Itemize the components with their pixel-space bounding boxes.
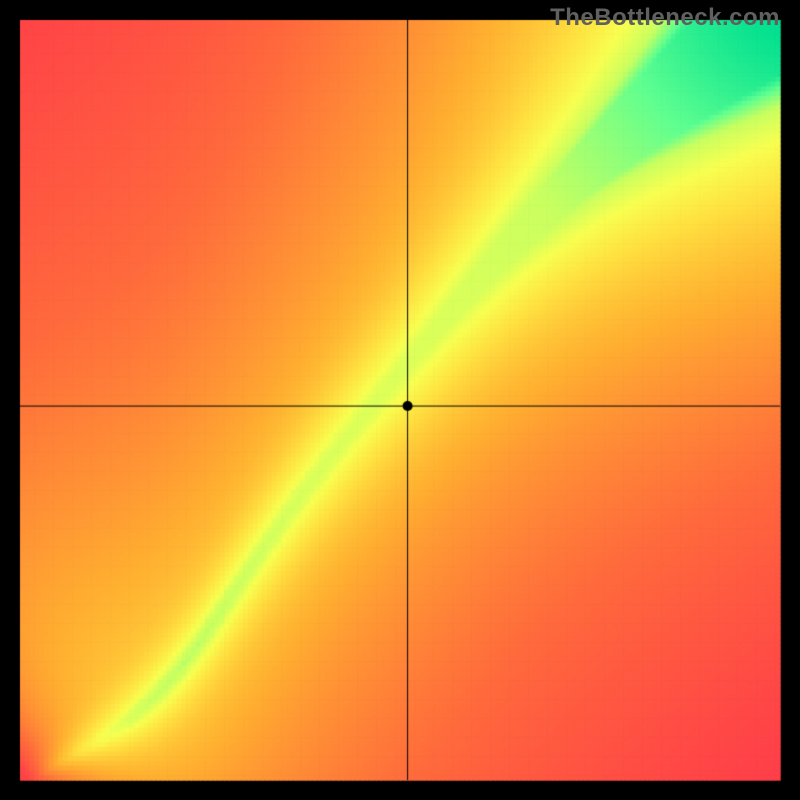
watermark-text: TheBottleneck.com (550, 4, 780, 32)
bottleneck-heatmap (0, 0, 800, 800)
chart-stage: { "watermark": { "text": "TheBottleneck.… (0, 0, 800, 800)
